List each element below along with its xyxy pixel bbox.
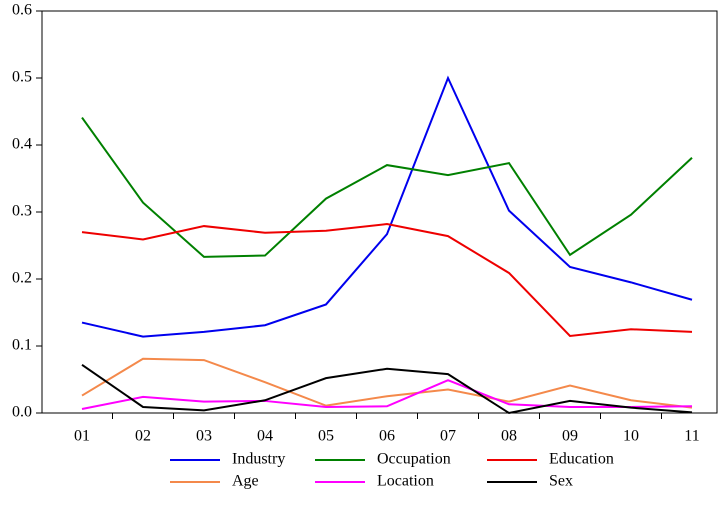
x-tick-label: 03 — [196, 428, 212, 445]
series-line — [81, 363, 693, 415]
y-tick-label: 0.2 — [12, 270, 32, 287]
x-tick-label: 07 — [440, 428, 456, 445]
y-tick-label: 0.6 — [12, 2, 32, 19]
x-tick-label: 10 — [623, 428, 639, 445]
x-tick-label: 11 — [684, 428, 699, 445]
y-tick-label: 0.3 — [12, 203, 32, 220]
legend-label: Location — [377, 473, 434, 490]
legend-label: Education — [549, 451, 614, 468]
series-line — [81, 379, 693, 410]
legend-label: Industry — [232, 451, 285, 468]
x-tick-label: 08 — [501, 428, 517, 445]
y-tick-label: 0.4 — [12, 136, 32, 153]
y-tick-label: 0.0 — [12, 404, 32, 421]
x-tick-label: 05 — [318, 428, 334, 445]
legend-label: Occupation — [377, 451, 451, 468]
series-line — [81, 223, 693, 337]
y-tick-label: 0.5 — [12, 69, 32, 86]
plot-frame — [41, 10, 718, 414]
series-line — [81, 75, 693, 338]
x-tick-label: 09 — [562, 428, 578, 445]
series-line — [81, 357, 693, 409]
legend-label: Sex — [549, 473, 573, 490]
x-tick-label: 01 — [74, 428, 90, 445]
x-tick-label: 06 — [379, 428, 395, 445]
x-tick-label: 02 — [135, 428, 151, 445]
legend-label: Age — [232, 473, 259, 490]
series-line — [81, 116, 693, 258]
x-tick-label: 04 — [257, 428, 273, 445]
y-tick-label: 0.1 — [12, 337, 32, 354]
